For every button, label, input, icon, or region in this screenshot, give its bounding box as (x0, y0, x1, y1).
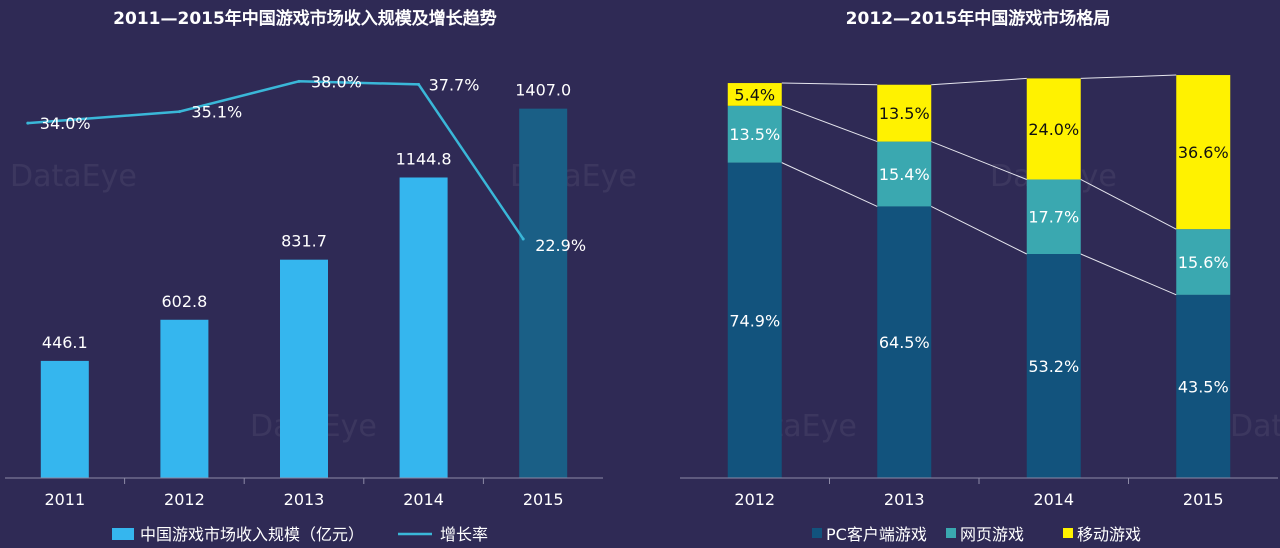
right-data-labels: 74.9% 13.5% 5.4% 64.5% 15.4% 13.5% 53.2% 17.7% 2… (729, 85, 1228, 396)
legend-label-growth: 增长率 (440, 525, 488, 544)
revenue-bar-2014 (399, 177, 448, 479)
share-segment-2015-2 (1176, 75, 1231, 230)
right-tick-2013: 2013 (884, 490, 925, 509)
market-share-chart: 2012—2015年中国游戏市场格局 DataEyeDataEyeDataEye… (680, 8, 1280, 544)
share-connector (1080, 74, 1177, 79)
share-segment-2012-2 (727, 83, 782, 106)
left-tick-2011: 2011 (44, 490, 85, 509)
right-tick-2015: 2015 (1183, 490, 1224, 509)
share-segment-2015-1 (1176, 229, 1231, 295)
legend-swatch-1 (946, 528, 956, 538)
share-segment-2013-0 (877, 206, 932, 478)
share-label-2013-0: 64.5% (879, 333, 930, 352)
legend-swatch-revenue (112, 528, 134, 540)
right-chart-title: 2012—2015年中国游戏市场格局 (846, 8, 1111, 29)
growth-label-2015: 22.9% (535, 236, 586, 255)
growth-point-2014 (417, 82, 421, 86)
growth-label-2013: 38.0% (311, 72, 362, 91)
legend-label-1: 网页游戏 (960, 525, 1024, 544)
share-label-2015-0: 43.5% (1178, 377, 1229, 396)
share-label-2012-2: 5.4% (734, 85, 775, 104)
share-connector (781, 105, 878, 143)
revenue-growth-chart: 2011—2015年中国游戏市场收入规模及增长趋势 DataEye DataEye… (5, 8, 637, 544)
share-connector (781, 162, 878, 207)
revenue-bars (40, 108, 568, 479)
left-tick-2013: 2013 (284, 490, 325, 509)
revenue-bar-2015 (519, 108, 568, 478)
left-legend: 中国游戏市场收入规模（亿元） 增长率 (112, 525, 488, 544)
legend-swatch-2 (1063, 528, 1073, 538)
revenue-bar-2012 (160, 319, 209, 478)
legend-label-0: PC客户端游戏 (826, 525, 927, 544)
left-chart-title: 2011—2015年中国游戏市场收入规模及增长趋势 (113, 8, 497, 29)
share-connector (1080, 253, 1177, 296)
revenue-bar-2011 (40, 360, 89, 478)
share-label-2014-2: 24.0% (1028, 120, 1079, 139)
share-segment-2014-1 (1026, 179, 1081, 254)
share-label-2013-1: 15.4% (879, 165, 930, 184)
legend-swatch-0 (812, 528, 822, 538)
legend-label-2: 移动游戏 (1077, 525, 1141, 544)
share-label-2015-1: 15.6% (1178, 253, 1229, 272)
share-label-2015-2: 36.6% (1178, 143, 1229, 162)
share-connector (931, 77, 1027, 86)
share-segment-2013-2 (877, 84, 932, 142)
right-tick-2012: 2012 (734, 490, 775, 509)
share-segment-2015-0 (1176, 294, 1231, 478)
watermark-text: DataEye (10, 159, 137, 194)
share-connector (931, 205, 1027, 255)
share-label-2012-1: 13.5% (729, 125, 780, 144)
growth-line-group (26, 79, 525, 241)
share-connector (931, 141, 1027, 180)
share-label-2013-2: 13.5% (879, 104, 930, 123)
left-tick-2014: 2014 (403, 490, 444, 509)
right-legend: PC客户端游戏 网页游戏 移动游戏 (812, 525, 1141, 544)
share-segment-2014-2 (1026, 78, 1081, 180)
share-segment-2013-1 (877, 141, 932, 207)
growth-point-2013 (297, 79, 301, 83)
share-connector (1080, 179, 1177, 230)
revenue-label-2013: 831.7 (281, 232, 327, 251)
growth-label-2014: 37.7% (429, 75, 480, 94)
share-label-2012-0: 74.9% (729, 311, 780, 330)
right-x-ticks: 2012 2013 2014 2015 (734, 478, 1224, 509)
left-tick-2015: 2015 (523, 490, 564, 509)
revenue-label-2011: 446.1 (42, 333, 88, 352)
left-tick-2012: 2012 (164, 490, 205, 509)
share-segment-2014-0 (1026, 254, 1081, 478)
share-connector (781, 82, 878, 86)
legend-label-revenue: 中国游戏市场收入规模（亿元） (140, 525, 364, 544)
share-label-2014-1: 17.7% (1028, 208, 1079, 227)
revenue-label-2012: 602.8 (161, 292, 207, 311)
share-label-2014-0: 53.2% (1028, 357, 1079, 376)
share-stacks (727, 75, 1231, 478)
left-data-labels: 446.1 602.8 831.7 1144.8 1407.0 34.0% 35.1% 38.… (40, 72, 586, 352)
growth-point-2015 (521, 237, 525, 241)
revenue-bar-2013 (280, 259, 328, 478)
share-segment-2012-1 (727, 105, 782, 163)
revenue-label-2014: 1144.8 (396, 149, 452, 168)
growth-point-2011 (26, 121, 30, 125)
share-connectors (781, 74, 1177, 296)
growth-label-2011: 34.0% (40, 114, 91, 133)
left-x-ticks: 2011 2012 2013 2014 2015 (44, 478, 564, 509)
watermark-text: DataEye (1230, 409, 1280, 444)
growth-label-2012: 35.1% (191, 103, 242, 122)
right-tick-2014: 2014 (1033, 490, 1074, 509)
revenue-label-2015: 1407.0 (515, 81, 571, 100)
growth-point-2012 (177, 110, 181, 114)
share-segment-2012-0 (727, 162, 782, 478)
